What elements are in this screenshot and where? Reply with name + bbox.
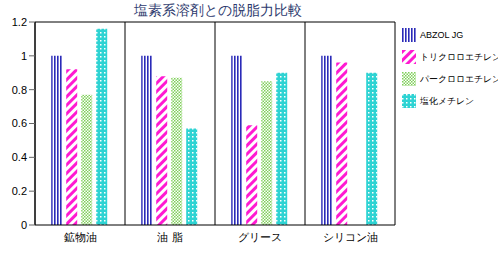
- svg-text:鉱物油: 鉱物油: [64, 231, 97, 243]
- svg-text:0: 0: [21, 219, 27, 231]
- svg-text:1: 1: [21, 50, 27, 62]
- svg-text:1.2: 1.2: [12, 16, 27, 28]
- svg-text:0.8: 0.8: [12, 84, 27, 96]
- html-text:塩素系溶剤との脱脂力比較: 塩素系溶剤との脱脂力比較: [133, 2, 302, 18]
- svg-text:0.2: 0.2: [12, 185, 27, 197]
- svg-text:シリコン油: シリコン油: [323, 231, 378, 243]
- html-text:ABZOL JG: ABZOL JG: [420, 30, 464, 40]
- svg-text:0.6: 0.6: [12, 117, 27, 129]
- svg-text:0.4: 0.4: [12, 151, 27, 163]
- html-text:塩化メチレン: 塩化メチレン: [420, 95, 474, 106]
- svg-text:グリース: グリース: [238, 231, 282, 243]
- svg-text:油 脂: 油 脂: [157, 231, 182, 243]
